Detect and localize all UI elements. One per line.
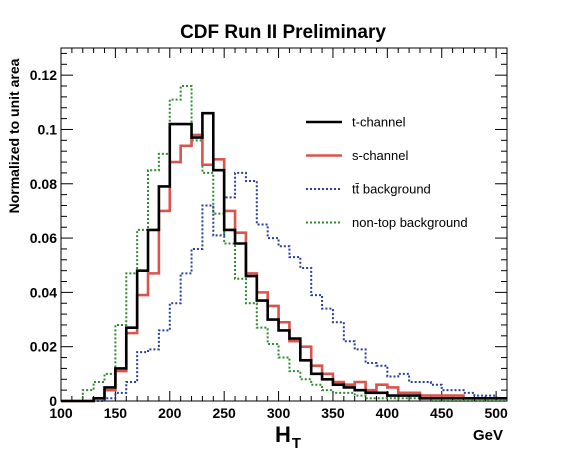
y-tick-label: 0.08	[30, 176, 57, 192]
x-tick-label: 150	[104, 405, 128, 421]
legend-label: s-channel	[352, 148, 408, 163]
series-t-channel-line	[61, 111, 507, 403]
x-axis-label-subscript: T	[292, 435, 301, 449]
y-axis-label: Normalized to unit area	[6, 58, 22, 213]
plot-area: 100 150 200 250 300 350 400 450 500 0 0.02 0.04 0.06…	[30, 47, 508, 421]
x-tick-label: 500	[484, 405, 508, 421]
chart-title: CDF Run II Preliminary	[180, 22, 386, 43]
x-axis-unit: GeV	[473, 427, 503, 444]
y-tick-label: 0.12	[30, 67, 57, 83]
x-axis-label-main: H	[275, 422, 291, 447]
plot-frame	[60, 47, 508, 402]
y-tick-label: 0.02	[30, 339, 57, 355]
legend-label: non-top background	[352, 215, 468, 230]
x-tick-label: 200	[158, 405, 182, 421]
series-tt-background-line	[61, 171, 507, 402]
x-tick-label: 400	[376, 405, 400, 421]
x-axis-label: HT	[275, 422, 301, 449]
series-non-top-background-line	[61, 85, 507, 402]
y-tick-label: 0.1	[38, 121, 58, 137]
y-tick-label: 0.04	[30, 284, 57, 300]
y-tick-label: 0	[49, 393, 57, 409]
x-tick-label: 250	[212, 405, 236, 421]
legend-label: tt̄ background	[352, 182, 431, 197]
x-tick-label: 100	[49, 405, 73, 421]
x-tick-label: 300	[267, 405, 291, 421]
y-tick-label: 0.06	[30, 230, 57, 246]
legend-label: t-channel	[352, 115, 406, 130]
x-tick-label: 450	[430, 405, 454, 421]
series-s-channel-line	[61, 133, 507, 403]
x-tick-label: 350	[321, 405, 345, 421]
legend: t-channel s-channel tt̄ background non-top …	[306, 115, 468, 230]
